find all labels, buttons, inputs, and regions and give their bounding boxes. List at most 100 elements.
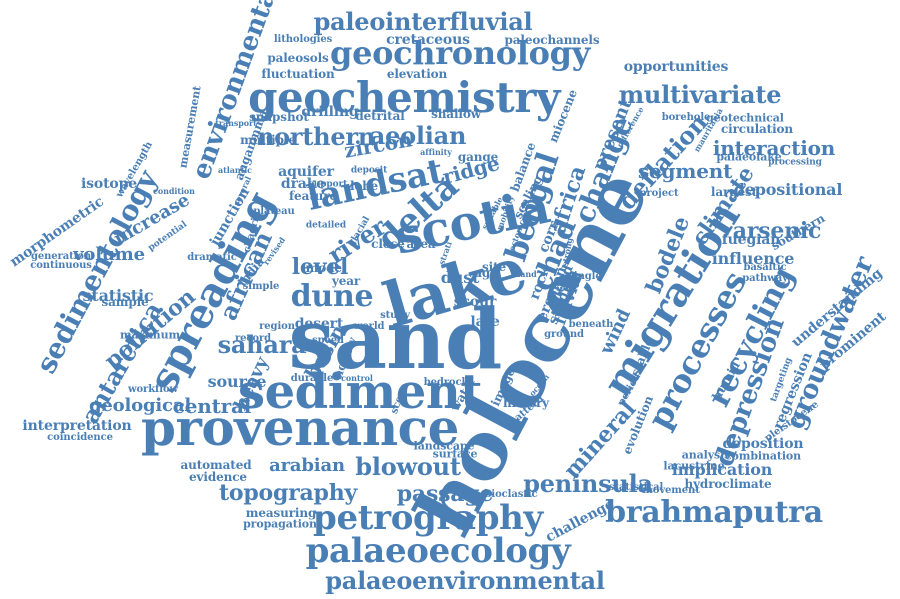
cloud-word: single [568, 271, 602, 282]
cloud-word: surface [432, 447, 478, 461]
cloud-word: opportunities [623, 59, 729, 75]
cloud-word: simple [242, 281, 280, 292]
cloud-word: hydroclimate [684, 477, 772, 491]
cloud-word: lobe [349, 179, 379, 193]
cloud-word: basaltic [743, 262, 787, 273]
cloud-word: drake [280, 176, 326, 192]
cloud-word: affinity [420, 147, 452, 157]
cloud-word: continuous [30, 260, 92, 271]
cloud-word: brahmaputra [605, 495, 823, 530]
cloud-word: record [234, 333, 272, 344]
cloud-word: deposit [350, 165, 388, 176]
cloud-word: source [207, 372, 267, 391]
cloud-word: detrital [355, 109, 405, 123]
cloud-word: isotope [80, 176, 138, 192]
cloud-word: dune [290, 279, 374, 314]
cloud-word: multiple [240, 133, 296, 147]
cloud-word: sahara [217, 330, 307, 359]
cloud-word: ground [544, 329, 584, 340]
cloud-word: interaction [712, 136, 836, 160]
cloud-word: snapshot [249, 110, 309, 124]
cloud-word: project [639, 188, 679, 199]
cloud-word: feature [289, 189, 337, 203]
cloud-word: peninsula [523, 469, 653, 498]
cloud-word: pathway [742, 273, 788, 284]
cloud-word: study [380, 310, 410, 321]
cloud-word: scour [453, 294, 497, 310]
cloud-word: borehole [661, 112, 711, 123]
cloud-word: bioclastic [484, 489, 538, 500]
cloud-word: northern [256, 122, 376, 151]
cloud-word: deposition [722, 436, 804, 452]
cloud-word: circulation [720, 122, 794, 136]
cloud-word: arsenic [732, 218, 822, 244]
cloud-word: measuring [245, 506, 317, 520]
cloud-word: late [470, 314, 500, 330]
cloud-word: topography [218, 480, 358, 506]
cloud-word: paleosols [267, 51, 329, 65]
cloud-word: plateau [253, 206, 295, 217]
cloud-word: beneath [568, 319, 614, 330]
cloud-word: fuegian [721, 232, 781, 248]
cloud-word: movement [642, 485, 700, 496]
cloud-word: world [353, 321, 385, 332]
cloud-word: shallow [431, 107, 481, 121]
cloud-word: workflow [127, 384, 179, 395]
cloud-word: condition [153, 186, 195, 196]
cloud-word: blowout [355, 452, 461, 481]
cloud-word: level [291, 254, 349, 280]
cloud-word: transport [215, 118, 257, 128]
cloud-word: region [259, 321, 295, 332]
cloud-word: evidence [189, 470, 247, 484]
cloud-word: site [481, 260, 507, 274]
cloud-word: generation [30, 251, 92, 262]
cloud-word: history [502, 396, 550, 410]
cloud-word: palaeoenvironmental [325, 566, 605, 595]
cloud-word: landscape [413, 439, 475, 453]
cloud-word: palaeolake [716, 150, 782, 164]
cloud-word: central [172, 394, 252, 418]
cloud-word: aeolian [369, 121, 467, 150]
cloud-word: paleointerfluvial [313, 7, 533, 36]
cloud-word: drilling [301, 104, 359, 120]
cloud-word: analysis [681, 448, 731, 462]
cloud-word: coincidence [47, 432, 113, 443]
cloud-word: lithologies [273, 34, 333, 45]
cloud-word: land [517, 269, 537, 279]
cloud-word: statistic [82, 286, 154, 305]
cloud-word: provenance [141, 398, 459, 457]
cloud-word: lacustrine [663, 459, 725, 473]
cloud-word: age [474, 266, 498, 280]
cloud-word: segment [637, 159, 733, 183]
cloud-word: aquifer [278, 164, 334, 180]
cloud-word: passage [396, 481, 494, 507]
cloud-word: detailed [305, 220, 347, 231]
cloud-word: arabian [269, 455, 345, 476]
cloud-word: bedrock [423, 377, 469, 388]
cloud-word: influence [711, 249, 795, 268]
cloud-word: year [331, 274, 361, 288]
cloud-word: cretaceous [386, 32, 470, 48]
cloud-word: processing [768, 157, 822, 168]
cloud-word: geological [89, 395, 191, 416]
cloud-word: combination [724, 449, 802, 463]
cloud-word: multivariate [618, 80, 782, 109]
cloud-word: fluctuation [261, 67, 335, 81]
cloud-word: volume [73, 244, 145, 265]
cloud-word: gange [457, 150, 499, 164]
cloud-word: paleochannels [504, 33, 600, 47]
cloud-word: sand [288, 292, 503, 388]
cloud-word: speed [312, 335, 344, 346]
cloud-word: largest [710, 185, 758, 199]
cloud-word: control [341, 373, 373, 383]
cloud-word: geochronology [330, 34, 590, 72]
cloud-word: area [406, 237, 436, 251]
cloud-word: statistical [608, 482, 664, 493]
cloud-word: propagation [243, 517, 317, 531]
cloud-word: desert [294, 316, 344, 332]
cloud-word: elevation [386, 67, 448, 81]
cloud-word: sediment [238, 364, 482, 420]
cloud-word: maximum [119, 328, 181, 342]
cloud-word: petrography [313, 498, 543, 538]
